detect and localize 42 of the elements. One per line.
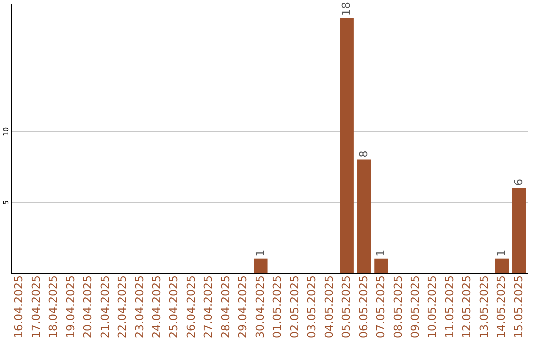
x-tick-label: 24.04.2025 (150, 276, 164, 338)
bar (340, 18, 354, 273)
x-tick-label: 15.05.2025 (512, 276, 526, 338)
data-label: 1 (254, 250, 267, 257)
data-label: 6 (512, 179, 526, 186)
x-tick-label: 13.05.2025 (478, 276, 491, 338)
x-tick-label: 01.05.2025 (271, 276, 284, 338)
x-tick-label: 19.04.2025 (64, 276, 78, 338)
x-tick-label: 14.05.2025 (495, 276, 508, 338)
x-tick-label: 07.05.2025 (374, 276, 388, 338)
data-label: 1 (495, 250, 508, 257)
x-tick-label: 26.04.2025 (184, 276, 198, 338)
x-tick-label: 04.05.2025 (322, 276, 336, 338)
x-tick-label: 29.04.2025 (236, 276, 250, 338)
data-label: 1 (374, 250, 388, 257)
x-tick-label: 06.05.2025 (357, 276, 370, 338)
x-tick-label: 27.04.2025 (202, 276, 216, 338)
data-label: 18 (340, 2, 354, 16)
x-tick-label: 23.04.2025 (133, 276, 146, 338)
x-tick-label: 18.04.2025 (47, 276, 60, 338)
x-tick-label: 21.04.2025 (98, 276, 112, 338)
data-label: 8 (357, 150, 370, 158)
x-tick-label: 10.05.2025 (426, 276, 440, 338)
x-tick-label: 12.05.2025 (460, 276, 474, 338)
x-tick-label: 17.04.2025 (30, 276, 43, 338)
x-tick-label: 22.04.2025 (116, 276, 130, 338)
x-tick-label: 28.04.2025 (219, 276, 232, 338)
bar (374, 258, 388, 273)
bar (254, 258, 268, 273)
x-tick-label: 25.04.2025 (168, 276, 181, 338)
bar (512, 188, 526, 273)
x-tick-label: 02.05.2025 (288, 276, 302, 338)
x-tick-label: 30.04.2025 (254, 276, 267, 338)
x-tick-label: 09.05.2025 (408, 276, 422, 338)
x-tick-label: 05.05.2025 (340, 276, 354, 338)
x-tick-label: 03.05.2025 (306, 276, 319, 338)
x-tick-label: 20.04.2025 (82, 276, 95, 338)
x-tick-label: 11.05.2025 (443, 276, 456, 338)
bar (357, 160, 372, 273)
bar (495, 258, 510, 273)
x-tick-label: 16.04.2025 (12, 276, 26, 338)
x-tick-label: 08.05.2025 (392, 276, 405, 338)
